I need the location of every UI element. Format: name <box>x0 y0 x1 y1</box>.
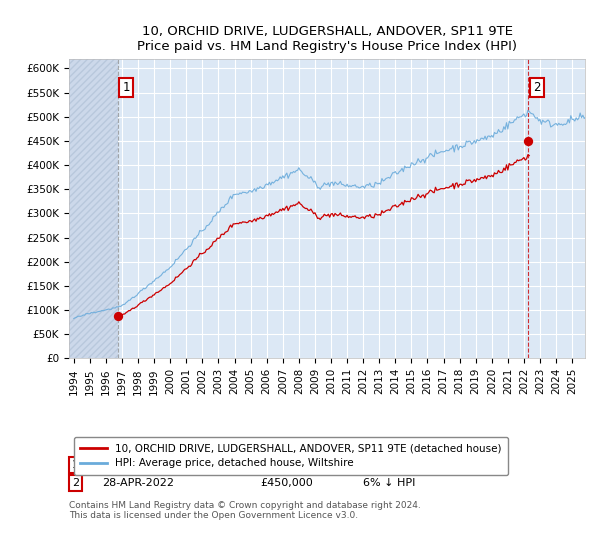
Legend: 10, ORCHID DRIVE, LUDGERSHALL, ANDOVER, SP11 9TE (detached house), HPI: Average : 10, ORCHID DRIVE, LUDGERSHALL, ANDOVER, … <box>74 437 508 475</box>
Text: 2: 2 <box>71 478 79 488</box>
Title: 10, ORCHID DRIVE, LUDGERSHALL, ANDOVER, SP11 9TE
Price paid vs. HM Land Registry: 10, ORCHID DRIVE, LUDGERSHALL, ANDOVER, … <box>137 25 517 53</box>
Text: 16% ↓ HPI: 16% ↓ HPI <box>363 460 422 470</box>
Text: 6% ↓ HPI: 6% ↓ HPI <box>363 478 415 488</box>
Bar <box>69 59 118 358</box>
Text: £87,500: £87,500 <box>260 460 306 470</box>
Text: 1: 1 <box>71 460 79 470</box>
Text: £450,000: £450,000 <box>260 478 313 488</box>
Text: 20-SEP-1996: 20-SEP-1996 <box>103 460 173 470</box>
Text: Contains HM Land Registry data © Crown copyright and database right 2024.
This d: Contains HM Land Registry data © Crown c… <box>69 501 421 520</box>
Text: 2: 2 <box>533 81 541 94</box>
Point <box>524 137 533 146</box>
Text: 1: 1 <box>122 81 130 94</box>
Text: 28-APR-2022: 28-APR-2022 <box>103 478 175 488</box>
Point <box>113 311 122 320</box>
